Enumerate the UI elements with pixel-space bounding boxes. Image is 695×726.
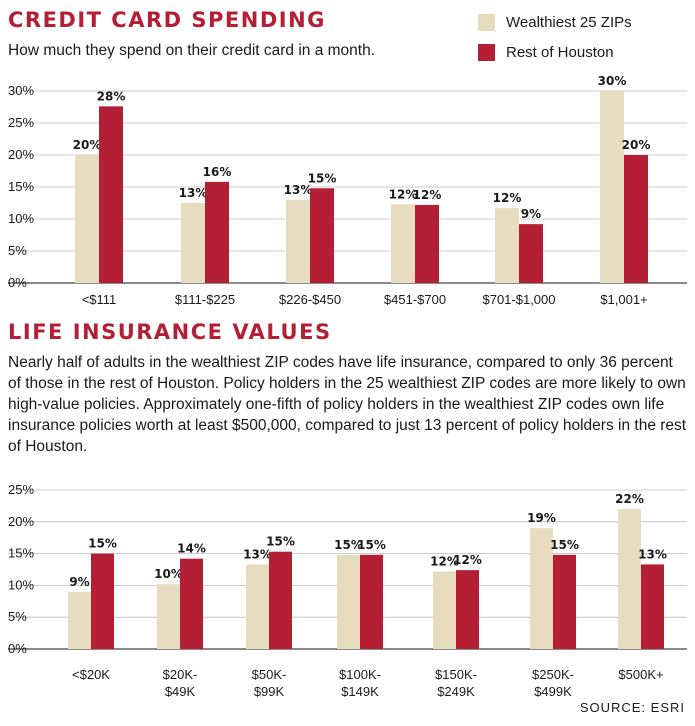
life-y-tick-label: 15% xyxy=(8,546,34,561)
life-category-label: <$20K xyxy=(72,667,110,682)
life-category-label: $149K xyxy=(341,684,379,699)
life-data-label: 15% xyxy=(266,535,295,549)
life-data-label: 13% xyxy=(638,547,667,561)
life-data-label: 15% xyxy=(550,538,579,552)
credit-y-tick-label: 0% xyxy=(8,275,27,290)
life-category-label: $99K xyxy=(254,684,285,699)
life-bar xyxy=(68,591,91,649)
life-bar xyxy=(337,554,360,649)
life-data-label: 15% xyxy=(334,538,363,552)
body-text: Nearly half of adults in the wealthiest … xyxy=(8,354,687,455)
life-bar xyxy=(360,554,383,649)
legend-item-wealthiest: Wealthiest 25 ZIPs xyxy=(478,12,632,32)
life-data-label: 19% xyxy=(527,511,556,525)
life-bar xyxy=(553,554,576,649)
life-bar xyxy=(456,570,479,649)
credit-bar xyxy=(415,204,439,283)
credit-data-label: 20% xyxy=(73,138,102,152)
credit-bar xyxy=(286,199,310,283)
life-bar xyxy=(157,584,180,649)
life-data-label: 14% xyxy=(177,542,206,556)
credit-y-tick-label: 25% xyxy=(8,115,34,130)
credit-bar xyxy=(75,155,99,283)
credit-category-label: $111-$225 xyxy=(175,292,235,307)
credit-data-label: 15% xyxy=(308,171,337,185)
credit-card-chart: 0% 5% 10% 15% 20% 25% 30% 20% 28% <$111 13% 16% $111… xyxy=(8,74,687,307)
credit-y-tick-label: 5% xyxy=(8,243,27,258)
life-category-label: $49K xyxy=(165,684,196,699)
chart-title-life: LIFE INSURANCE VALUES xyxy=(8,320,332,344)
life-category-label: $50K- xyxy=(252,667,287,682)
life-category-label: $250K- xyxy=(532,667,574,682)
credit-data-label: 20% xyxy=(622,138,651,152)
credit-data-label: 16% xyxy=(203,165,232,179)
legend-label-rest: Rest of Houston xyxy=(506,43,614,61)
life-data-label: 15% xyxy=(357,538,386,552)
life-bar xyxy=(180,558,203,649)
life-y-tick-label: 20% xyxy=(8,514,34,529)
life-data-label: 12% xyxy=(430,554,459,568)
life-data-label: 15% xyxy=(88,537,117,551)
credit-category-label: $701-$1,000 xyxy=(482,292,555,307)
credit-data-label: 12% xyxy=(389,187,418,201)
credit-bar xyxy=(519,224,543,283)
credit-y-tick-label: 30% xyxy=(8,83,34,98)
credit-data-label: 9% xyxy=(521,207,541,221)
credit-bar xyxy=(205,181,229,283)
credit-data-label: 30% xyxy=(598,74,627,88)
life-category-label: $150K- xyxy=(435,667,477,682)
life-category-label: $500K+ xyxy=(618,667,663,682)
life-data-label: 13% xyxy=(243,547,272,561)
life-bar xyxy=(530,528,553,649)
credit-category-label: $226-$450 xyxy=(279,292,341,307)
life-bar xyxy=(91,553,114,649)
legend: Wealthiest 25 ZIPs Rest of Houston xyxy=(478,12,632,72)
life-y-tick-label: 5% xyxy=(8,609,27,624)
credit-y-tick-label: 20% xyxy=(8,147,34,162)
legend-item-rest: Rest of Houston xyxy=(478,42,632,62)
life-data-label: 12% xyxy=(453,553,482,567)
life-y-tick-label: 0% xyxy=(8,641,27,656)
credit-bar xyxy=(391,204,415,283)
credit-bar xyxy=(181,203,205,283)
legend-swatch-rest xyxy=(478,43,495,61)
credit-bar xyxy=(624,155,648,283)
credit-data-label: 13% xyxy=(284,183,313,197)
life-y-tick-label: 25% xyxy=(8,482,34,497)
credit-bar xyxy=(310,188,334,283)
source-note: SOURCE: ESRI xyxy=(579,700,685,715)
life-bar xyxy=(641,564,664,649)
chart-title-credit: CREDIT CARD SPENDING xyxy=(8,8,326,32)
credit-y-tick-label: 10% xyxy=(8,211,34,226)
credit-category-label: $451-$700 xyxy=(384,292,446,307)
life-category-label: $20K- xyxy=(163,667,198,682)
life-bar xyxy=(618,509,641,649)
life-y-tick-label: 10% xyxy=(8,577,34,592)
credit-data-label: 12% xyxy=(413,188,442,202)
credit-data-label: 12% xyxy=(493,191,522,205)
life-bar xyxy=(246,564,269,649)
life-bar xyxy=(269,551,292,649)
life-data-label: 9% xyxy=(69,575,89,589)
life-category-label: $249K xyxy=(437,684,475,699)
credit-bar xyxy=(600,91,624,283)
legend-label-wealthiest: Wealthiest 25 ZIPs xyxy=(506,13,632,31)
legend-swatch-wealthiest xyxy=(478,13,495,31)
life-data-label: 22% xyxy=(615,492,644,506)
chart-subtitle-credit: How much they spend on their credit card… xyxy=(8,42,376,59)
credit-data-label: 28% xyxy=(97,89,126,103)
life-category-label: $499K xyxy=(534,684,572,699)
credit-data-label: 13% xyxy=(179,186,208,200)
life-bar xyxy=(433,571,456,649)
credit-y-tick-label: 15% xyxy=(8,179,34,194)
credit-bar xyxy=(99,106,123,283)
life-category-label: $100K- xyxy=(339,667,381,682)
credit-category-label: <$111 xyxy=(82,292,117,307)
credit-bar xyxy=(495,208,519,283)
credit-category-label: $1,001+ xyxy=(600,292,647,307)
life-data-label: 10% xyxy=(154,567,183,581)
